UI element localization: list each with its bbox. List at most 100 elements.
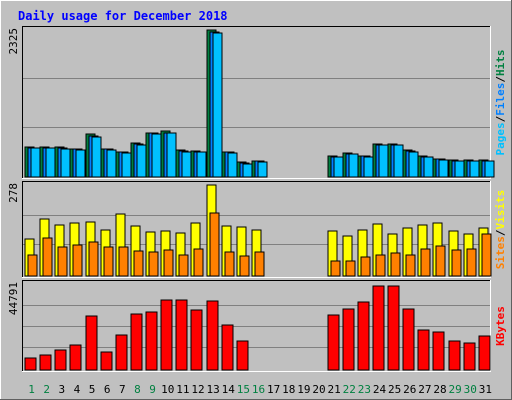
x-tick-label-18: 18 [282, 383, 295, 396]
x-tick-label-8: 8 [134, 383, 141, 396]
bar-kbytes-day-14 [221, 324, 234, 371]
bar-sites-day-5 [88, 241, 99, 277]
bar-kbytes-day-3 [54, 349, 67, 371]
bar-sites-day-29 [451, 249, 462, 277]
x-tick-label-21: 21 [328, 383, 341, 396]
bar-sites-day-13 [209, 212, 220, 277]
bar-pages-day-2 [45, 147, 56, 178]
bar-sites-day-1 [27, 254, 38, 277]
chart-title: Daily usage for December 2018 [18, 9, 228, 23]
bar-kbytes-day-6 [100, 351, 113, 371]
legend-hits-files-pages: Pages/Files/Hits [494, 50, 507, 156]
bar-pages-day-16 [257, 161, 268, 178]
bar-sites-day-31 [481, 233, 492, 277]
bar-kbytes-day-26 [402, 308, 415, 371]
bar-pages-day-13 [212, 32, 223, 178]
bar-pages-day-4 [75, 149, 86, 178]
x-tick-label-6: 6 [104, 383, 111, 396]
bar-sites-day-7 [118, 246, 129, 277]
x-tick-label-11: 11 [176, 383, 189, 396]
bar-pages-day-11 [181, 151, 192, 178]
bar-sites-day-28 [435, 245, 446, 277]
y-max-label: 2325 [7, 28, 20, 55]
y-max-label: 44791 [7, 282, 20, 315]
bar-sites-day-26 [405, 254, 416, 277]
bar-sites-day-25 [390, 252, 401, 277]
bar-sites-day-30 [466, 248, 477, 277]
bar-sites-day-10 [163, 249, 174, 277]
bar-pages-day-14 [227, 152, 238, 178]
bar-sites-day-27 [420, 248, 431, 277]
x-tick-label-25: 25 [388, 383, 401, 396]
bar-kbytes-day-4 [69, 344, 82, 371]
x-tick-label-7: 7 [119, 383, 126, 396]
bar-kbytes-day-7 [115, 334, 128, 371]
chart-panels: 2325Pages/Files/Hits278Sites/Visits44791… [7, 26, 507, 372]
bar-pages-day-3 [60, 148, 71, 178]
bar-kbytes-day-8 [130, 313, 143, 371]
bar-kbytes-day-12 [190, 309, 203, 371]
bar-pages-day-9 [151, 133, 162, 178]
x-tick-label-1: 1 [28, 383, 35, 396]
bar-pages-day-10 [166, 132, 177, 178]
x-tick-label-14: 14 [222, 383, 236, 396]
legend-entry: / [494, 115, 507, 122]
legend-entry: KBytes [494, 306, 507, 346]
bar-pages-day-25 [393, 144, 404, 178]
x-tick-label-20: 20 [312, 383, 325, 396]
bar-pages-day-26 [408, 151, 419, 178]
bar-kbytes-day-2 [39, 354, 52, 371]
x-axis-labels: 1 2 3 4 5 6 7 8 9 10 11 12 13 14 15 16 17 18 19 20 21 22 23 24 2… [28, 383, 492, 396]
x-tick-label-12: 12 [191, 383, 204, 396]
x-tick-label-26: 26 [403, 383, 416, 396]
legend-entry: Files [494, 83, 507, 116]
bar-kbytes-day-10 [160, 299, 173, 371]
bar-kbytes-day-13 [206, 300, 219, 371]
bar-pages-day-12 [196, 151, 207, 178]
x-tick-label-28: 28 [433, 383, 446, 396]
x-tick-label-31: 31 [479, 383, 492, 396]
bar-kbytes-day-25 [387, 285, 400, 371]
bar-sites-day-14 [224, 251, 235, 277]
legend-visits-sites: Sites/Visits [494, 190, 507, 270]
x-tick-label-16: 16 [252, 383, 265, 396]
bar-sites-day-15 [239, 255, 250, 277]
x-tick-label-22: 22 [343, 383, 356, 396]
bar-kbytes-day-9 [145, 311, 158, 371]
y-max-label: 278 [7, 183, 20, 203]
bar-kbytes-day-1 [24, 357, 37, 371]
x-tick-label-9: 9 [149, 383, 156, 396]
bar-kbytes-day-24 [372, 285, 385, 371]
x-tick-label-10: 10 [161, 383, 174, 396]
bar-kbytes-day-15 [236, 340, 249, 371]
bar-sites-day-6 [103, 246, 114, 277]
bar-pages-day-1 [30, 147, 41, 178]
x-tick-label-4: 4 [74, 383, 81, 396]
legend-entry: Visits [494, 190, 507, 230]
bar-kbytes-day-11 [175, 299, 188, 371]
legend-kbytes: KBytes [494, 306, 507, 346]
bar-kbytes-day-5 [85, 315, 98, 371]
legend-entry: Hits [494, 50, 507, 77]
x-tick-label-30: 30 [464, 383, 477, 396]
bar-pages-day-24 [378, 144, 389, 178]
panel-visits-sites: 278 Sites/Visits [7, 181, 507, 278]
legend-entry: Pages [494, 122, 507, 155]
bar-pages-day-30 [469, 160, 480, 178]
legend-entry: / [494, 229, 507, 236]
bar-kbytes-day-21 [327, 314, 340, 371]
bar-pages-day-5 [91, 136, 102, 178]
bar-sites-day-21 [330, 260, 341, 277]
bar-pages-day-7 [121, 152, 132, 178]
legend-entry: / [494, 76, 507, 83]
bar-kbytes-day-29 [448, 340, 461, 371]
x-tick-label-2: 2 [43, 383, 50, 396]
bar-kbytes-day-23 [357, 301, 370, 371]
bar-sites-day-9 [148, 251, 159, 277]
bar-sites-day-16 [254, 251, 265, 277]
x-tick-label-24: 24 [373, 383, 387, 396]
bar-kbytes-day-31 [478, 335, 491, 371]
bar-sites-day-22 [345, 260, 356, 277]
bar-pages-day-23 [363, 156, 374, 178]
